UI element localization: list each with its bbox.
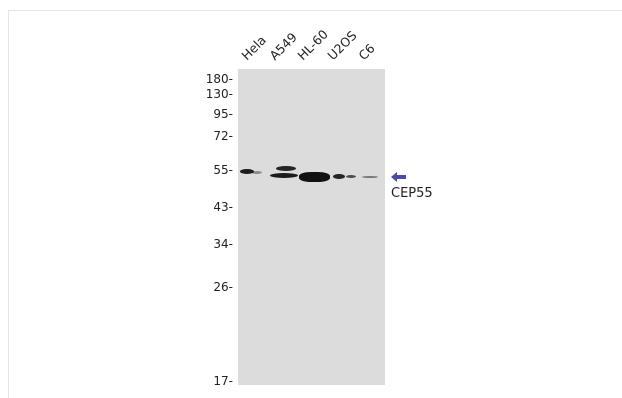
mw-marker-180: 180- [205,72,233,86]
band-a549-upper [276,166,296,171]
mw-marker-72: 72- [213,129,233,143]
lane-label-hela: Hela [238,32,269,63]
mw-marker-43: 43- [213,200,233,214]
band-u2os-tail [346,175,356,178]
band-c6 [362,176,378,178]
frame-top-line [8,10,622,11]
band-hl60 [299,172,330,182]
mw-marker-26: 26- [213,280,233,294]
band-u2os [333,174,345,179]
frame-left-line [8,10,9,398]
target-protein-label: CEP55 [391,186,433,201]
lane-label-u2os: U2OS [324,27,360,63]
arrow-left-icon [391,172,406,182]
lane-label-c6: C6 [355,40,378,63]
mw-marker-34: 34- [213,237,233,251]
lane-label-a549: A549 [266,29,300,63]
blot-membrane [238,69,385,385]
mw-marker-130: 130- [205,87,233,101]
mw-marker-95: 95- [213,107,233,121]
mw-marker-17: 17- [213,374,233,388]
band-a549-lower [270,173,298,178]
mw-marker-55: 55- [213,163,233,177]
band-hela [240,169,254,174]
band-hela-tail [252,171,262,174]
lane-label-hl60: HL-60 [294,26,331,63]
